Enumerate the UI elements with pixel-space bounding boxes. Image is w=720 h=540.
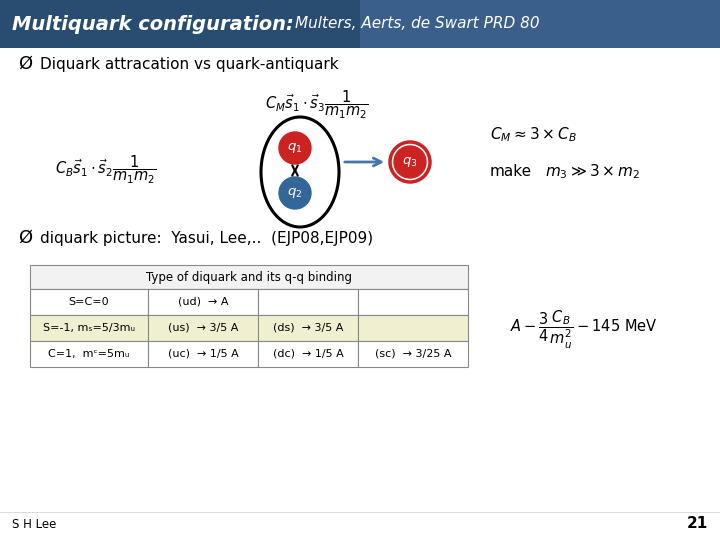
Text: $q_2$: $q_2$	[287, 186, 302, 200]
Text: (uc)  → 1/5 A: (uc) → 1/5 A	[168, 349, 238, 359]
Text: $C_B\vec{s}_1\cdot\vec{s}_2\dfrac{1}{m_1m_2}$: $C_B\vec{s}_1\cdot\vec{s}_2\dfrac{1}{m_1…	[55, 154, 157, 186]
Text: make: make	[490, 165, 532, 179]
Text: C=1,  mᶜ=5mᵤ: C=1, mᶜ=5mᵤ	[48, 349, 130, 359]
Text: Ø: Ø	[18, 55, 32, 73]
Circle shape	[279, 177, 311, 209]
Bar	[30, 265, 468, 289]
Text: Multiquark configuration:: Multiquark configuration:	[12, 15, 294, 33]
Bar	[0, 0, 360, 48]
Text: 21: 21	[687, 516, 708, 531]
Bar	[258, 341, 358, 367]
Text: $m_3 \gg 3\times m_2$: $m_3 \gg 3\times m_2$	[545, 163, 640, 181]
Circle shape	[394, 146, 426, 178]
Text: S=C=0: S=C=0	[68, 297, 109, 307]
Bar	[148, 289, 258, 315]
Text: (dc)  → 1/5 A: (dc) → 1/5 A	[273, 349, 343, 359]
Text: $A - \dfrac{3}{4}\dfrac{C_B}{m_u^2} - 145\ \mathrm{MeV}$: $A - \dfrac{3}{4}\dfrac{C_B}{m_u^2} - 14…	[510, 309, 658, 351]
Bar	[358, 341, 468, 367]
Text: $q_3$: $q_3$	[402, 155, 418, 169]
Bar	[148, 341, 258, 367]
Bar	[148, 315, 258, 341]
Text: (us)  → 3/5 A: (us) → 3/5 A	[168, 323, 238, 333]
Text: $q_1$: $q_1$	[287, 141, 302, 155]
Text: (ds)  → 3/5 A: (ds) → 3/5 A	[273, 323, 343, 333]
Circle shape	[279, 132, 311, 164]
Text: (ud)  → A: (ud) → A	[178, 297, 228, 307]
Text: $C_M\vec{s}_1\cdot\vec{s}_3\dfrac{1}{m_1m_2}$: $C_M\vec{s}_1\cdot\vec{s}_3\dfrac{1}{m_1…	[265, 89, 369, 121]
Text: (sc)  → 3/25 A: (sc) → 3/25 A	[374, 349, 451, 359]
Text: S=-1, mₛ=5/3mᵤ: S=-1, mₛ=5/3mᵤ	[43, 323, 135, 333]
Bar	[258, 315, 358, 341]
Bar	[30, 341, 148, 367]
Bar	[358, 315, 468, 341]
Text: Diquark attracation vs quark-antiquark: Diquark attracation vs quark-antiquark	[40, 57, 338, 71]
Text: S H Lee: S H Lee	[12, 517, 56, 530]
Bar	[358, 289, 468, 315]
Text: $C_M \approx 3\times C_B$: $C_M \approx 3\times C_B$	[490, 126, 577, 144]
Bar	[30, 289, 148, 315]
Bar	[30, 315, 148, 341]
Text: diquark picture:  Yasui, Lee,..  (EJP08,EJP09): diquark picture: Yasui, Lee,.. (EJP08,EJ…	[40, 231, 373, 246]
Text: Multers, Aerts, de Swart PRD 80: Multers, Aerts, de Swart PRD 80	[295, 17, 539, 31]
Text: Type of diquark and its q-q binding: Type of diquark and its q-q binding	[146, 271, 352, 284]
Bar	[0, 0, 720, 48]
Bar	[258, 289, 358, 315]
Text: Ø: Ø	[18, 229, 32, 247]
